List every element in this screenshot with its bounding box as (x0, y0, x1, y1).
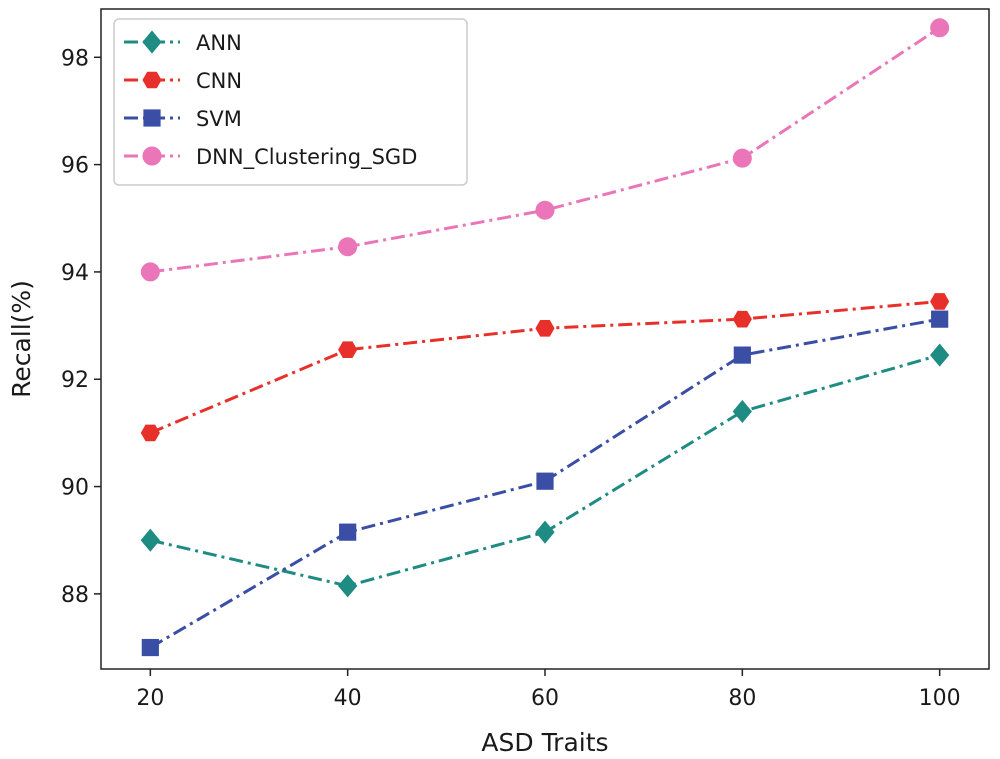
data-point-svm (536, 472, 554, 490)
y-tick-label: 90 (61, 476, 89, 501)
data-point-svm (931, 310, 949, 328)
data-point-svm (141, 638, 159, 657)
plot-content (140, 18, 950, 657)
data-point-cnn (732, 310, 752, 328)
legend-label: CNN (196, 69, 242, 93)
data-point-dnn-clustering-sgd (732, 148, 752, 168)
x-tick-label: 80 (728, 686, 756, 711)
y-tick-label: 98 (61, 46, 89, 71)
x-tick-label: 40 (334, 686, 362, 711)
data-point-dnn-clustering-sgd (338, 237, 358, 257)
y-tick-label: 94 (61, 261, 89, 286)
legend-label: ANN (196, 31, 242, 55)
data-point-ann (930, 343, 950, 367)
legend-item-cnn: CNN (124, 69, 242, 93)
legend-item-ann: ANN (124, 30, 242, 55)
legend-label: SVM (196, 107, 242, 131)
x-tick-label: 60 (531, 686, 559, 711)
legend-box (113, 18, 468, 186)
legend: ANN CNN SVM DNN_Clustering_SGD (113, 18, 468, 186)
data-point-dnn-clustering-sgd (930, 18, 950, 38)
data-point-cnn (930, 293, 950, 310)
legend-label: DNN_Clustering_SGD (196, 145, 417, 170)
series-ann (140, 343, 950, 598)
data-point-cnn (535, 319, 555, 337)
y-tick-label: 88 (61, 583, 89, 608)
legend-marker (142, 71, 162, 89)
x-tick-label: 100 (919, 686, 961, 711)
series-dnn-clustering-sgd (140, 18, 950, 282)
data-point-cnn (140, 424, 160, 442)
legend-marker (142, 146, 162, 166)
data-point-ann (535, 520, 555, 544)
data-point-ann (732, 399, 752, 424)
data-point-svm (339, 523, 357, 541)
data-point-cnn (338, 341, 358, 359)
data-point-ann (338, 574, 358, 598)
legend-item-dnn-clustering-sgd: DNN_Clustering_SGD (124, 145, 417, 170)
y-tick-label: 96 (61, 154, 89, 179)
data-point-ann (140, 528, 160, 552)
axis-ticks: 20 40 60 80 100 88 90 92 94 96 98 (61, 46, 961, 711)
legend-item-svm: SVM (124, 107, 242, 131)
series-svm (141, 310, 949, 657)
series-line-ann (149, 353, 941, 588)
y-tick-label: 92 (61, 368, 89, 393)
data-point-dnn-clustering-sgd (535, 200, 555, 220)
data-point-svm (733, 346, 751, 364)
x-axis-title: ASD Traits (481, 728, 608, 757)
legend-marker (143, 109, 161, 127)
x-tick-label: 20 (136, 686, 164, 711)
data-point-dnn-clustering-sgd (140, 262, 160, 282)
series-cnn (140, 293, 950, 442)
y-axis-title: Recall(%) (7, 280, 36, 398)
legend-marker (142, 30, 162, 54)
